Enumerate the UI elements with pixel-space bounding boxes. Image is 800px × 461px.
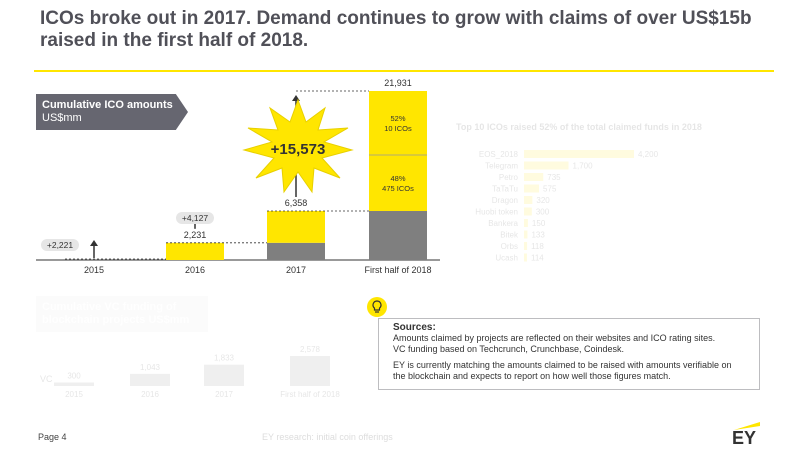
title-rule xyxy=(34,70,774,72)
bar-new-3 xyxy=(369,91,427,212)
top10-value: 300 xyxy=(536,208,550,217)
vc-chart-label: Cumulative VC funding of blockchain proj… xyxy=(36,296,208,332)
total-label: 6,358 xyxy=(285,198,308,208)
vc-value: 300 xyxy=(67,372,81,381)
vc-bar xyxy=(204,364,244,386)
top10-category: Telegram xyxy=(485,162,518,171)
lightbulb-icon xyxy=(366,296,388,318)
top10-category: Ucash xyxy=(495,254,518,263)
top10-category: Bitek xyxy=(500,231,519,240)
increment-pill xyxy=(176,212,214,224)
vc-value: 1,043 xyxy=(140,363,161,372)
page-title: ICOs broke out in 2017. Demand continues… xyxy=(40,8,752,51)
top10-bar xyxy=(524,150,634,158)
top10-category: Dragon xyxy=(492,196,518,205)
vc-tick-label: 2015 xyxy=(65,390,83,399)
top10-category: Orbs xyxy=(501,242,518,251)
top10-bar xyxy=(524,173,544,181)
ey-logo: EY xyxy=(730,418,762,448)
top10-value: 320 xyxy=(536,196,550,205)
ico-chart-unit: US$mm xyxy=(42,112,82,124)
vc-chart-title: Cumulative VC funding of blockchain proj… xyxy=(42,301,190,326)
top10-value: 735 xyxy=(547,173,561,182)
ico-chart-title: Cumulative ICO amounts xyxy=(42,99,173,111)
burst-shape xyxy=(242,98,354,194)
top10-category: Huobi token xyxy=(475,208,518,217)
total-label: 2,231 xyxy=(184,230,207,240)
sources-line-1: Amounts claimed by projects are reflecte… xyxy=(393,333,716,343)
sources-title: Sources: xyxy=(393,322,436,333)
vc-tick-label: 2016 xyxy=(141,390,159,399)
top10-bar xyxy=(524,184,540,193)
top10-category: TaTaTu xyxy=(492,185,518,194)
ey-logo-text: EY xyxy=(732,428,757,448)
bar-prior-3 xyxy=(369,211,427,260)
sources-box: Sources: Amounts claimed by projects are… xyxy=(378,318,760,390)
top10-bar xyxy=(524,161,569,170)
top10-title: Top 10 ICOs raised 52% of the total clai… xyxy=(456,122,702,132)
footer-caption: EY research: initial coin offerings xyxy=(262,432,393,442)
top10-value: 114 xyxy=(531,254,544,263)
vc-bar xyxy=(290,356,330,386)
increment-label: +4,127 xyxy=(182,213,209,223)
page-number: Page 4 xyxy=(38,432,67,442)
vc-series-label: VC xyxy=(40,374,53,384)
top10-value: 4,200 xyxy=(638,150,659,159)
bar-prior-2 xyxy=(267,242,325,260)
x-tick-label: 2017 xyxy=(286,265,306,275)
total-label: 21,931 xyxy=(384,78,412,88)
vc-value: 2,578 xyxy=(300,345,321,354)
top10-category: EOS_2018 xyxy=(479,150,519,159)
bar-new-1 xyxy=(166,242,224,260)
top10-bar xyxy=(524,207,532,216)
top10-chart: Top 10 ICOs raised 52% of the total clai… xyxy=(456,122,702,263)
top10-value: 575 xyxy=(543,185,557,194)
vc-chart: VC 300 2015 1,043 2016 1,833 2017 2,578 First ha… xyxy=(40,345,340,399)
x-tick-label: 2015 xyxy=(84,265,104,275)
top10-bar xyxy=(524,253,527,262)
top10-category: Petro xyxy=(499,173,519,182)
top10-bar xyxy=(524,196,533,204)
increment-pill xyxy=(41,239,79,251)
segment-label: 52% xyxy=(390,114,405,123)
increment-arrow-head xyxy=(90,240,98,246)
bar-new-2 xyxy=(267,211,325,243)
vc-bar xyxy=(54,382,94,386)
segment-label: 475 ICOs xyxy=(382,184,414,193)
vc-tick-label: 2017 xyxy=(215,390,233,399)
x-tick-label: 2016 xyxy=(185,265,205,275)
vc-bar xyxy=(130,373,170,386)
top10-value: 150 xyxy=(532,219,546,228)
x-tick-label: First half of 2018 xyxy=(364,265,431,275)
sources-line-3: EY is currently matching the amounts cla… xyxy=(393,360,732,381)
top10-bar xyxy=(524,219,528,227)
sources-line-2: VC funding based on Techcrunch, Crunchba… xyxy=(393,344,624,354)
increment-label: +2,221 xyxy=(47,240,74,250)
top10-value: 118 xyxy=(531,242,544,251)
ico-chart-label: Cumulative ICO amounts US$mm xyxy=(36,94,188,130)
top10-value: 1,700 xyxy=(573,162,594,171)
burst-label: +15,573 xyxy=(271,141,326,158)
vc-value: 1,833 xyxy=(214,354,235,363)
top10-bar xyxy=(524,230,528,239)
segment-label: 48% xyxy=(390,174,405,183)
vc-tick-label: First half of 2018 xyxy=(280,390,340,399)
top10-bar xyxy=(524,242,528,250)
top10-value: 133 xyxy=(531,231,545,240)
growth-burst: +15,573 xyxy=(242,98,354,194)
increment-arrow-head xyxy=(292,95,300,101)
top10-category: Bankera xyxy=(488,219,518,228)
segment-label: 10 ICOs xyxy=(384,124,412,133)
